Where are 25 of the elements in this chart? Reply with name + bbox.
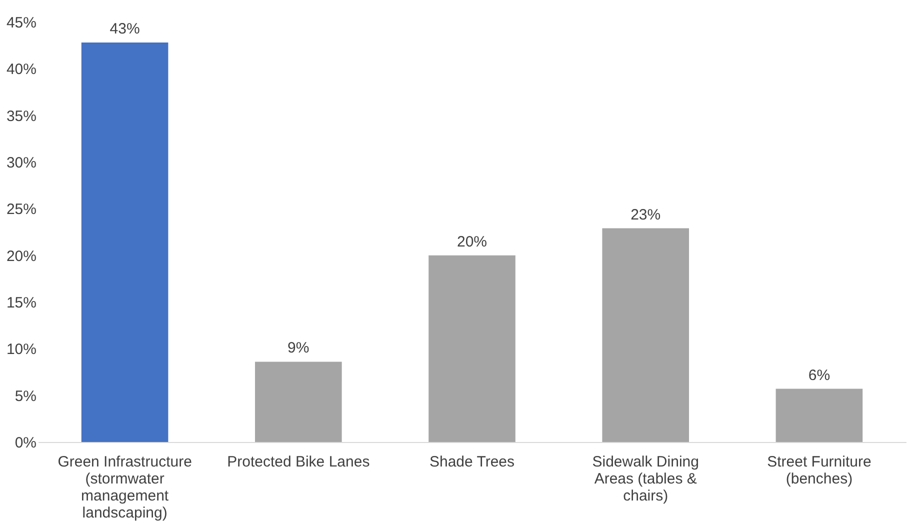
y-tick-label: 45% (6, 14, 36, 32)
data-label: 6% (808, 366, 830, 384)
x-tick-label: Shade Trees (429, 454, 515, 470)
bar (81, 42, 168, 442)
x-tick-label: Green Infrastructure (stormwater management landscaping) (58, 454, 192, 522)
y-tick-label: 5% (14, 388, 36, 405)
x-tick-label: Street Furniture (benches) (767, 454, 872, 488)
y-tick-label: 15% (6, 294, 36, 312)
bar (255, 362, 342, 442)
data-label: 20% (456, 233, 488, 250)
bar (776, 388, 863, 442)
data-label: 23% (630, 206, 661, 224)
y-tick-label: 25% (6, 201, 36, 218)
y-tick-label: 0% (14, 434, 36, 452)
y-tick-label: 40% (6, 61, 36, 78)
bar (602, 228, 689, 442)
bar (428, 255, 516, 442)
y-tick-label: 35% (6, 108, 36, 125)
x-tick-label: Sidewalk Dining Areas (tables & chairs) (592, 454, 699, 504)
y-tick-label: 30% (6, 154, 36, 172)
y-tick-label: 20% (6, 248, 36, 265)
data-label: 9% (288, 340, 310, 357)
data-label: 43% (110, 20, 140, 38)
x-tick-label: Protected Bike Lanes (227, 454, 370, 470)
y-tick-label: 10% (6, 341, 36, 358)
